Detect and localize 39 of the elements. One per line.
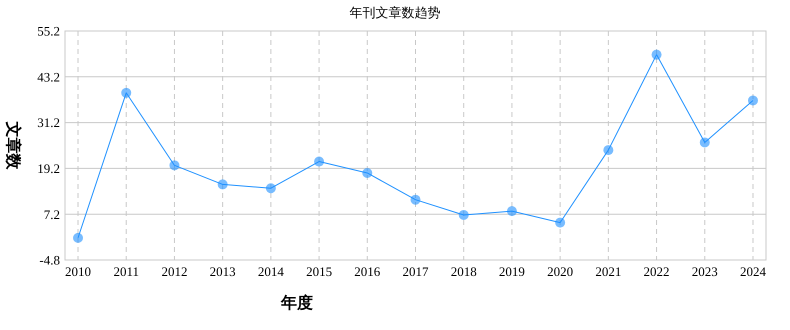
x-tick-label: 2015 — [306, 264, 332, 279]
x-tick-label: 2014 — [258, 264, 284, 279]
x-tick-label: 2019 — [498, 264, 525, 279]
y-tick-label: 55.2 — [37, 24, 60, 39]
point — [169, 160, 180, 170]
point — [458, 210, 469, 220]
x-tick-label: 2010 — [65, 264, 92, 279]
x-tick-label: 2023 — [692, 264, 718, 279]
point — [603, 145, 614, 156]
point — [121, 88, 132, 98]
y-tick-label: 31.2 — [37, 115, 60, 130]
x-axis-title: 年度 — [280, 293, 313, 312]
chart-title: 年刊文章数趋势 — [350, 5, 440, 20]
x-tick-label: 2017 — [402, 264, 429, 279]
y-tick-label: 7.2 — [44, 206, 60, 222]
x-tick-label: 2012 — [161, 264, 188, 279]
y-axis-title: 文章数 — [4, 120, 22, 170]
point — [700, 137, 710, 148]
y-tick-label: -4.8 — [39, 252, 60, 268]
point — [555, 218, 566, 228]
point — [748, 95, 758, 106]
x-tick-label: 2013 — [210, 264, 236, 279]
point — [73, 232, 84, 243]
x-tick-label: 2018 — [450, 264, 477, 279]
point — [652, 50, 662, 60]
y-tick-label: 43.2 — [37, 69, 60, 84]
point — [362, 168, 372, 178]
point — [410, 194, 420, 205]
x-tick-label: 2024 — [740, 264, 766, 279]
x-tick-label: 2016 — [354, 264, 381, 279]
x-tick-label: 2021 — [595, 264, 622, 279]
y-tick-label: 19.2 — [37, 160, 60, 176]
point — [314, 156, 324, 167]
x-tick-label: 2020 — [547, 264, 574, 279]
point — [266, 183, 276, 194]
point — [506, 206, 517, 216]
x-tick-label: 2011 — [113, 264, 139, 279]
x-tick-label: 2022 — [644, 264, 670, 279]
point — [218, 179, 228, 190]
